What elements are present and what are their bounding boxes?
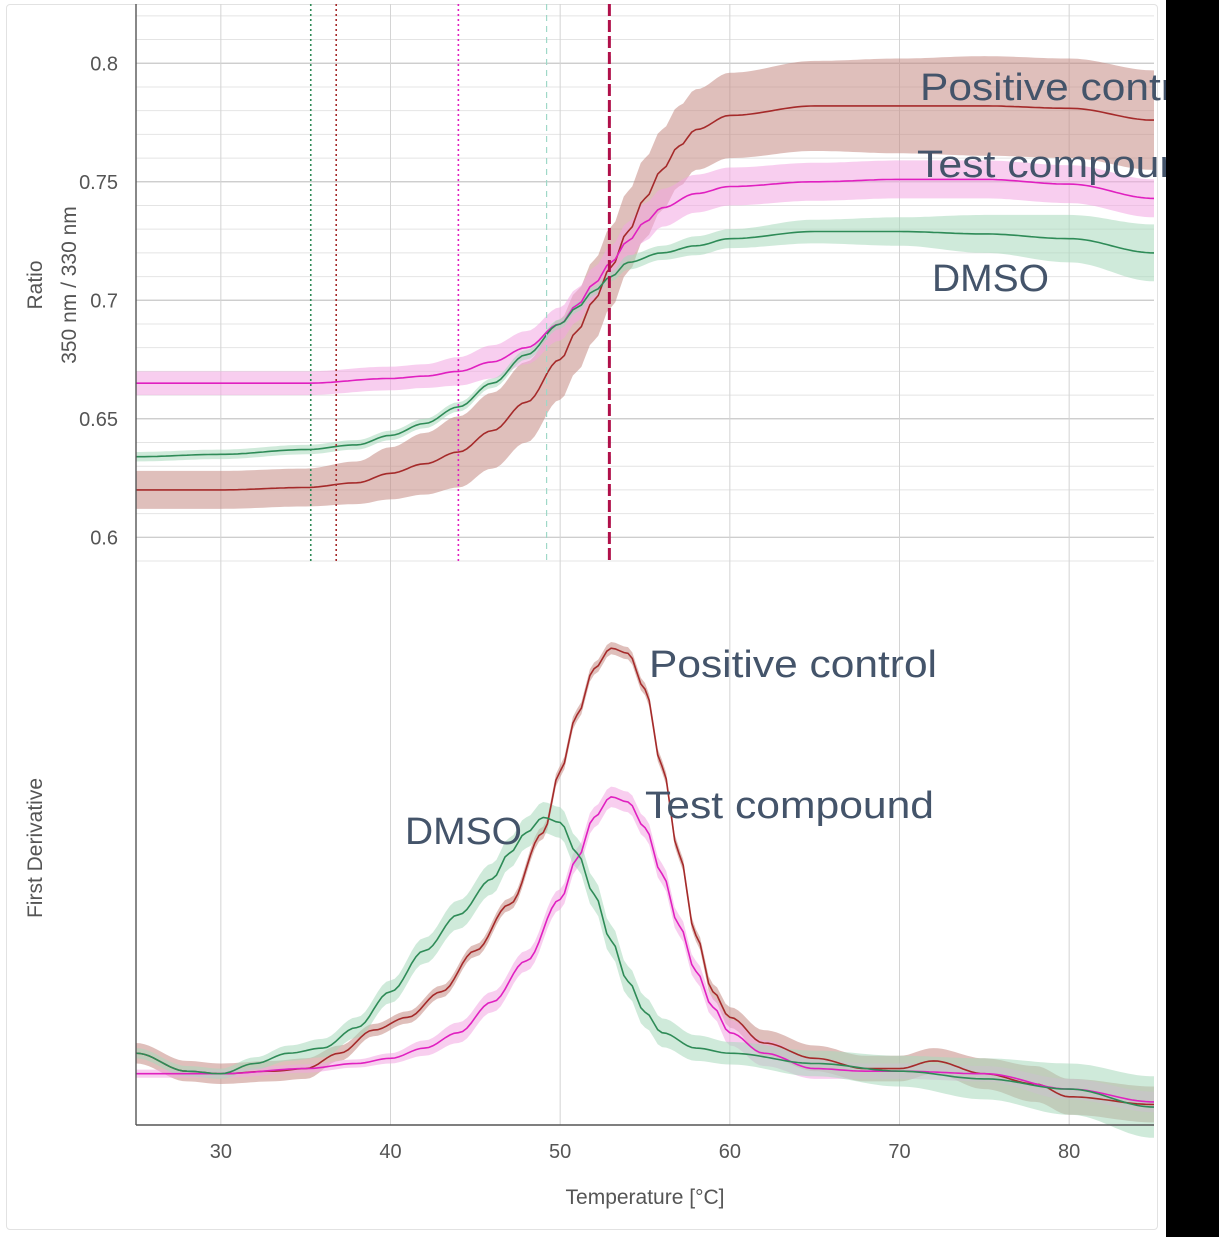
bottom-annotation-test-compound: Test compound: [645, 785, 934, 827]
top-band-positive-control: [136, 56, 1154, 509]
right-edge-strip: [1166, 0, 1219, 1237]
bottom-annotation-positive-control: Positive control: [649, 644, 937, 686]
x-tick-label: 50: [549, 1141, 571, 1163]
top-ylabel-line2: 350 nm / 330 nm: [58, 206, 81, 364]
chart-axes: [135, 4, 1154, 1126]
bottom-line-positive-control: [135, 647, 1155, 1106]
top-line-dmso: [136, 230, 1155, 458]
y-tick-label: 0.75: [79, 172, 118, 194]
chart-frame: [6, 4, 1158, 1230]
x-tick-label: 40: [379, 1141, 401, 1163]
top-line-positive-control: [136, 105, 1154, 491]
top-ylabel-line1: Ratio: [24, 260, 47, 309]
tick-labels: 0.6 0.65 0.7 0.75 0.8 30 40 50 60 70 80: [79, 53, 1080, 1163]
top-annotation-dmso: DMSO: [932, 258, 1049, 300]
y-tick-label: 0.6: [90, 527, 118, 549]
top-annotation-test-compound: Test compound: [917, 144, 1207, 186]
x-tick-label: 60: [719, 1141, 741, 1163]
top-annotation-positive-control: Positive control: [920, 67, 1208, 109]
top-panel-lines: [136, 105, 1155, 491]
top-band-dmso: [136, 214, 1154, 462]
bottom-annotation-dmso: DMSO: [405, 811, 522, 853]
bottom-panel-lines: [135, 647, 1155, 1108]
bottom-line-test-compound: [136, 796, 1155, 1103]
y-tick-label: 0.65: [79, 409, 118, 431]
bottom-panel-grid: [220, 561, 1070, 1125]
y-tick-label: 0.8: [90, 53, 118, 75]
bottom-ylabel: First Derivative: [24, 778, 47, 918]
x-tick-label: 30: [210, 1141, 232, 1163]
top-panel-grid: [136, 4, 1154, 562]
x-tick-label: 70: [888, 1141, 910, 1163]
xlabel: Temperature [°C]: [566, 1186, 725, 1209]
top-line-test-compound: [136, 178, 1155, 384]
bottom-band-dmso: [136, 802, 1154, 1138]
y-tick-label: 0.7: [90, 290, 118, 312]
bottom-panel-bands: [136, 642, 1154, 1138]
x-tick-label: 80: [1058, 1141, 1080, 1163]
top-panel-vlines: [309, 4, 611, 561]
bottom-line-dmso: [135, 816, 1155, 1108]
